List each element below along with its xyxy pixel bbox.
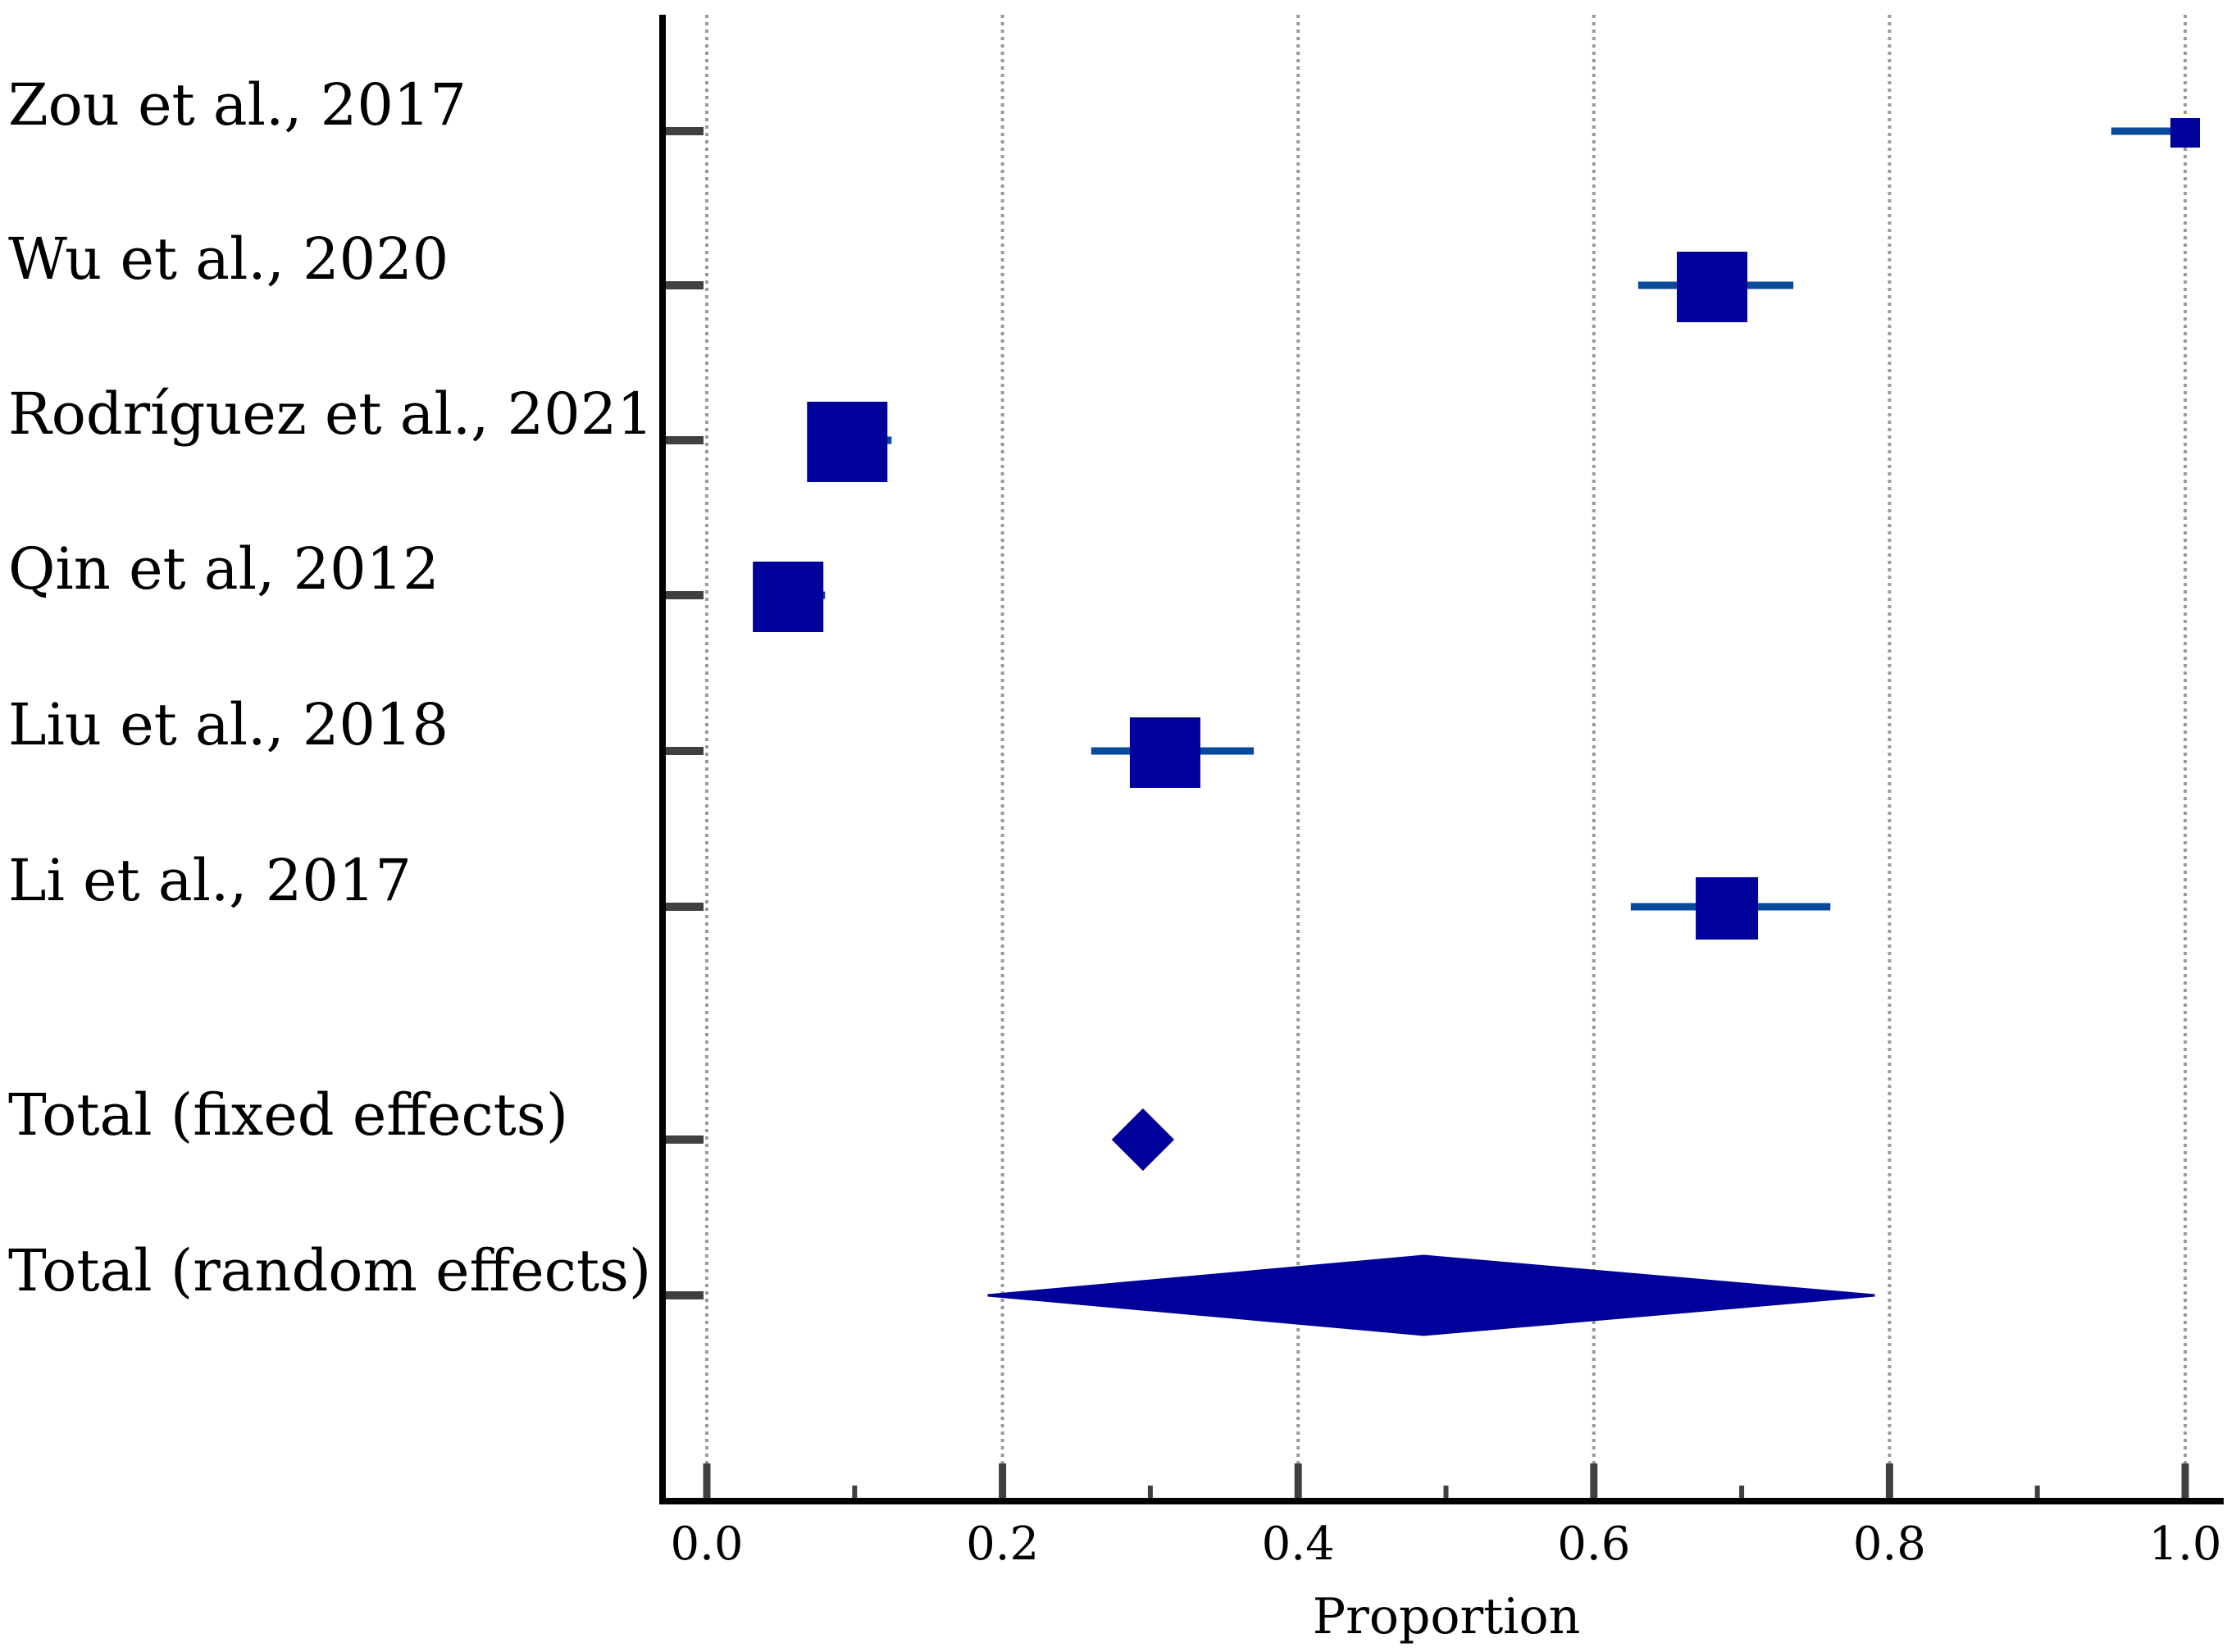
x-tick-label: 0.0 <box>670 1518 743 1571</box>
study-row: Qin et al, 2012 <box>8 535 826 632</box>
study-label: Li et al., 2017 <box>8 847 412 914</box>
axes <box>659 15 2224 1504</box>
study-label: Zou et al., 2017 <box>8 71 467 139</box>
pooled-diamond <box>1111 1108 1175 1172</box>
study-label: Liu et al., 2018 <box>8 691 449 758</box>
study-row: Li et al., 2017 <box>8 847 1831 940</box>
pooled-row: Total (random effects) <box>8 1237 1875 1336</box>
pooled-label: Total (random effects) <box>8 1237 651 1304</box>
point-estimate-marker <box>1696 877 1759 940</box>
study-row: Wu et al., 2020 <box>8 225 1794 322</box>
x-tick-label: 1.0 <box>2148 1518 2221 1571</box>
x-tick-labels: 0.0 0.2 0.4 0.6 0.8 1.0 <box>670 1518 2221 1571</box>
pooled-row: Total (fixed effects) <box>8 1081 1175 1172</box>
x-axis-label: Proportion <box>1313 1588 1580 1645</box>
point-estimate-marker <box>1129 717 1200 788</box>
study-row: Liu et al., 2018 <box>8 691 1255 788</box>
point-estimate-marker <box>2170 118 2200 148</box>
pooled-label: Total (fixed effects) <box>8 1081 568 1149</box>
point-estimate-marker <box>807 402 888 482</box>
study-row: Zou et al., 2017 <box>8 71 2200 148</box>
study-label: Rodríguez et al., 2021 <box>8 380 654 448</box>
point-estimate-marker <box>1677 252 1748 322</box>
point-estimate-marker <box>753 562 824 632</box>
pooled-diamond <box>987 1254 1875 1336</box>
x-tick-label: 0.8 <box>1853 1518 1926 1571</box>
x-tick-label: 0.4 <box>1262 1518 1335 1571</box>
study-label: Qin et al, 2012 <box>8 535 439 603</box>
study-rows: Zou et al., 2017 Wu et al., 2020 Rodríguez… <box>8 71 2200 940</box>
pooled-estimates: Total (fixed effects) Total (random effec… <box>8 1081 1875 1336</box>
study-row: Rodríguez et al., 2021 <box>8 380 892 482</box>
study-label: Wu et al., 2020 <box>8 225 449 293</box>
x-tick-label: 0.2 <box>966 1518 1039 1571</box>
axis-ticks <box>666 127 2189 1498</box>
x-tick-label: 0.6 <box>1557 1518 1630 1571</box>
